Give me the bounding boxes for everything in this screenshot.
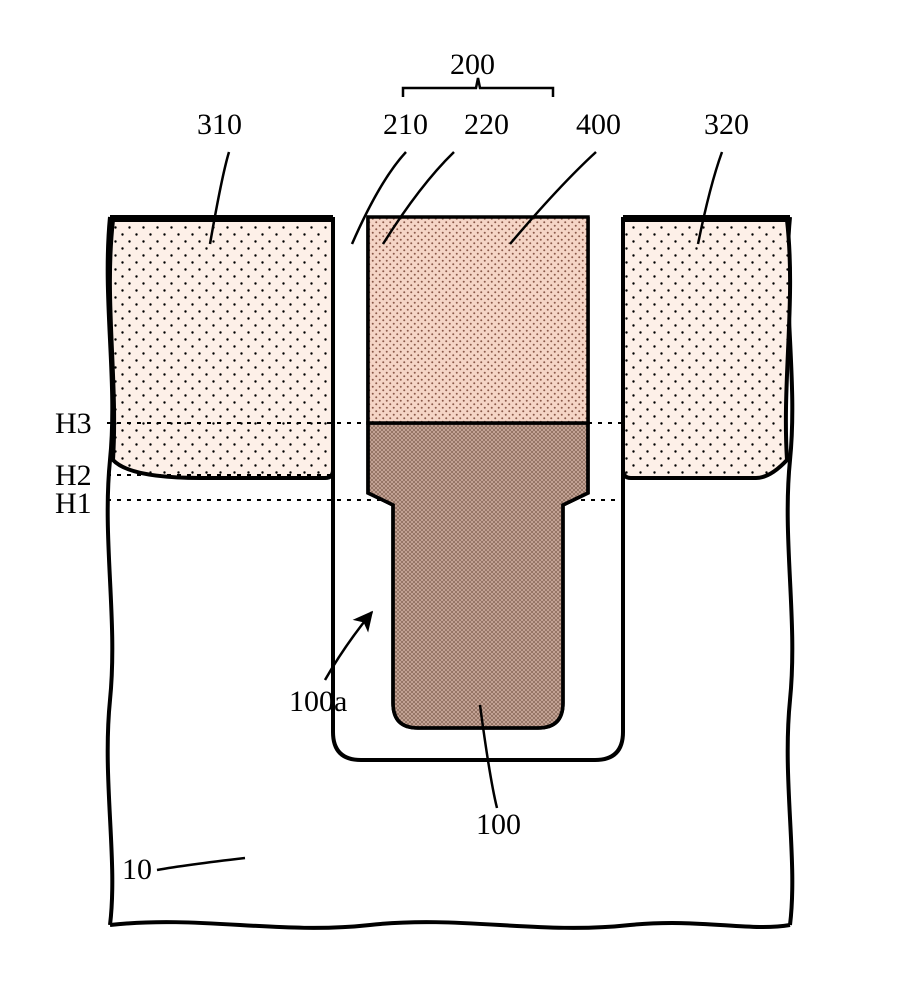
label-100a: 100a bbox=[289, 685, 347, 719]
label-100: 100 bbox=[476, 808, 521, 842]
label-H3: H3 bbox=[55, 407, 92, 441]
label-210: 210 bbox=[383, 108, 428, 142]
label-220: 220 bbox=[464, 108, 509, 142]
region-100 bbox=[368, 423, 588, 728]
diagram-canvas: 200 210 220 310 400 320 H3 H2 H1 100a 10… bbox=[0, 0, 897, 1000]
region-310 bbox=[110, 220, 333, 478]
region-400 bbox=[368, 217, 588, 423]
region-320 bbox=[623, 220, 790, 478]
label-10: 10 bbox=[122, 853, 152, 887]
label-H1: H1 bbox=[55, 487, 92, 521]
label-310: 310 bbox=[197, 108, 242, 142]
label-320: 320 bbox=[704, 108, 749, 142]
label-200: 200 bbox=[450, 48, 495, 82]
diagram-svg bbox=[0, 0, 897, 1000]
label-400: 400 bbox=[576, 108, 621, 142]
